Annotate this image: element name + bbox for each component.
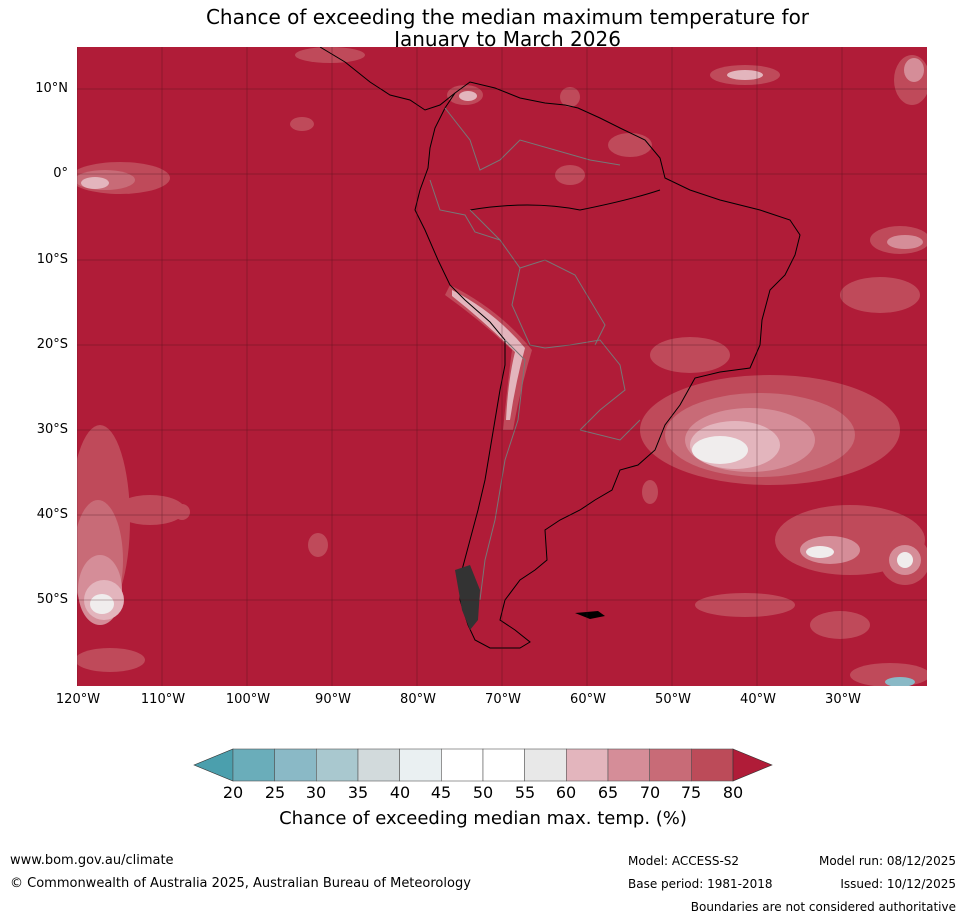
lon-label: 80°W <box>400 692 436 707</box>
colorbar-high-arrow <box>732 748 773 782</box>
colorbar-cell <box>607 748 650 782</box>
colorbar-cell <box>441 748 484 782</box>
model-text: Model: ACCESS-S2 <box>628 854 740 868</box>
colorbar-tick: 50 <box>472 783 494 802</box>
colorbar-tick: 55 <box>514 783 536 802</box>
lat-label: 20°S <box>36 337 68 352</box>
website-text: www.bom.gov.au/climate <box>10 853 174 868</box>
amazon-river <box>469 189 661 211</box>
lon-label: 50°W <box>655 692 691 707</box>
colorbar-cell <box>357 748 400 782</box>
lon-label: 90°W <box>315 692 351 707</box>
colorbar-cells <box>232 748 734 782</box>
south-america-outline <box>414 81 801 649</box>
map-title-line1: Chance of exceeding the median maximum t… <box>205 5 810 29</box>
colorbar-tick: 60 <box>555 783 577 802</box>
colorbar-cell <box>566 748 609 782</box>
lon-label: 120°W <box>55 692 101 707</box>
colorbar-cell <box>399 748 442 782</box>
lon-label: 30°W <box>825 692 861 707</box>
colorbar-tick: 70 <box>639 783 661 802</box>
lat-label: 40°S <box>36 507 68 522</box>
chilean-fjords <box>455 565 480 630</box>
colorbar-cell <box>316 748 359 782</box>
colorbar-cell <box>232 748 275 782</box>
lon-label: 100°W <box>225 692 271 707</box>
colorbar-low-arrow <box>193 748 234 782</box>
central-america-outline <box>319 47 456 111</box>
issued-text: Issued: 10/12/2025 <box>840 877 956 891</box>
colorbar-cell <box>691 748 734 782</box>
colorbar-tick: 75 <box>680 783 702 802</box>
lon-label: 70°W <box>485 692 521 707</box>
colorbar-cell <box>524 748 567 782</box>
lon-label: 60°W <box>570 692 606 707</box>
anomaly-patches <box>77 47 927 686</box>
boundaries-disclaimer: Boundaries are not considered authoritat… <box>690 900 956 914</box>
base-period-text: Base period: 1981-2018 <box>628 877 773 891</box>
lon-label: 110°W <box>140 692 186 707</box>
colorbar-tick: 25 <box>264 783 286 802</box>
colorbar <box>193 748 773 782</box>
colorbar-tick: 80 <box>722 783 744 802</box>
colorbar-tick: 65 <box>597 783 619 802</box>
lat-label: 50°S <box>36 592 68 607</box>
country-borders <box>429 107 641 601</box>
lat-label: 30°S <box>36 422 68 437</box>
colorbar-cell <box>274 748 317 782</box>
map-title-line2: January to March 2026 <box>394 27 621 51</box>
copyright-text: © Commonwealth of Australia 2025, Austra… <box>10 876 471 891</box>
colorbar-tick: 20 <box>222 783 244 802</box>
colorbar-cell <box>649 748 692 782</box>
colorbar-tick: 35 <box>347 783 369 802</box>
lat-label: 0° <box>53 166 68 181</box>
colorbar-tick: 40 <box>389 783 411 802</box>
lon-label: 40°W <box>740 692 776 707</box>
lat-label: 10°N <box>35 81 68 96</box>
colorbar-label: Chance of exceeding median max. temp. (%… <box>279 808 687 829</box>
colorbar-cell <box>482 748 525 782</box>
falklands <box>575 611 605 619</box>
model-run-text: Model run: 08/12/2025 <box>818 854 956 868</box>
colorbar-tick: 45 <box>430 783 452 802</box>
lat-label: 10°S <box>36 252 68 267</box>
map-gridlines <box>77 47 927 686</box>
colorbar-tick: 30 <box>305 783 327 802</box>
